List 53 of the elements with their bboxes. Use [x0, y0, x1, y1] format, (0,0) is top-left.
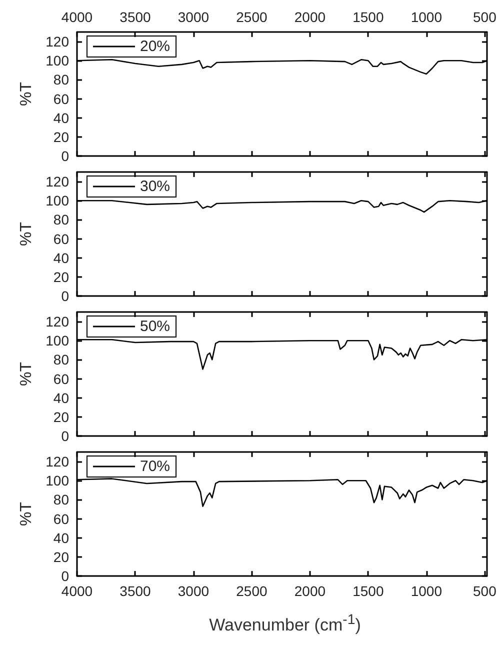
y-tick-label: 60	[53, 230, 70, 247]
y-tick-label: 40	[53, 110, 70, 126]
x-axis-title: Wavenumber (cm$^{-1}$)	[208, 612, 362, 636]
y-tick-label: 0	[61, 428, 70, 444]
y-tick-label: 120	[46, 34, 70, 50]
y-tick-label: 100	[46, 192, 70, 209]
y-tick-label: 100	[46, 332, 70, 349]
y-axis-title: %T	[18, 362, 36, 386]
legend-label: 20%	[140, 38, 170, 55]
x2-tick-label: 4000	[61, 9, 93, 25]
y-tick-label: 100	[46, 472, 70, 489]
y-tick-label: 40	[53, 530, 70, 546]
x-tick-label: 3000	[178, 583, 210, 599]
y-tick-label: 120	[46, 314, 70, 330]
x-tick-label: 1000	[410, 583, 442, 599]
x-tick-label: 3500	[120, 583, 152, 599]
y-tick-label: 40	[53, 390, 70, 406]
y-tick-label: 100	[46, 52, 70, 69]
y-tick-label: 120	[46, 454, 70, 470]
x2-tick-label: 500	[472, 9, 497, 25]
x2-tick-label: 3500	[120, 9, 152, 25]
x2-tick-label: 2000	[294, 9, 326, 25]
y-tick-label: 0	[61, 288, 70, 304]
x2-tick-label: 1000	[410, 9, 442, 25]
x-tick-label: 1500	[352, 583, 384, 599]
x2-tick-label: 1500	[352, 9, 384, 25]
y-tick-label: 40	[53, 250, 70, 266]
y-tick-label: 80	[53, 72, 70, 88]
y-tick-label: 20	[53, 548, 70, 565]
x-tick-label: 4000	[61, 583, 93, 599]
x-tick-label: 500	[472, 583, 497, 599]
y-axis-title: %T	[18, 502, 36, 526]
x2-tick-label: 3000	[178, 9, 210, 25]
y-tick-label: 60	[53, 510, 70, 527]
legend-label: 50%	[140, 318, 170, 335]
y-tick-label: 0	[61, 568, 70, 584]
y-tick-label: 80	[53, 352, 70, 368]
y-tick-label: 60	[53, 370, 70, 387]
y-tick-label: 20	[53, 128, 70, 145]
y-axis-title: %T	[18, 82, 36, 106]
y-tick-label: 80	[53, 492, 70, 508]
legend-label: 70%	[140, 458, 170, 475]
x2-tick-label: 2500	[236, 9, 268, 25]
y-tick-label: 80	[53, 212, 70, 228]
x-tick-label: 2000	[294, 583, 326, 599]
y-tick-label: 120	[46, 174, 70, 190]
y-tick-label: 20	[53, 268, 70, 285]
y-tick-label: 0	[61, 148, 70, 164]
x-tick-label: 2500	[236, 583, 268, 599]
y-tick-label: 20	[53, 408, 70, 425]
legend-label: 30%	[140, 178, 170, 195]
y-axis-title: %T	[18, 222, 36, 246]
y-tick-label: 60	[53, 90, 70, 107]
